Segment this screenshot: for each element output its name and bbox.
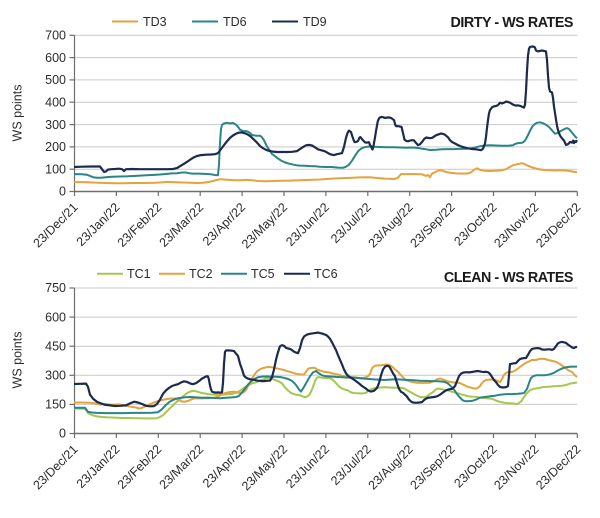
svg-text:23/Dec/22: 23/Dec/22: [533, 200, 583, 250]
svg-text:450: 450: [45, 339, 66, 353]
svg-text:23/Aug/22: 23/Aug/22: [366, 200, 416, 250]
svg-text:23/Jun/22: 23/Jun/22: [283, 200, 332, 249]
svg-text:CLEAN - WS RATES: CLEAN - WS RATES: [444, 270, 573, 286]
svg-text:150: 150: [45, 398, 66, 412]
svg-text:0: 0: [59, 185, 66, 199]
svg-text:23/Feb/22: 23/Feb/22: [115, 200, 165, 250]
svg-text:DIRTY - WS RATES: DIRTY - WS RATES: [450, 15, 573, 31]
svg-text:23/Dec/21: 23/Dec/21: [30, 442, 80, 492]
svg-text:300: 300: [45, 118, 66, 132]
svg-text:600: 600: [45, 310, 66, 324]
svg-text:TD3: TD3: [143, 15, 167, 29]
svg-text:200: 200: [45, 140, 66, 154]
svg-text:WS points: WS points: [11, 332, 25, 389]
svg-text:700: 700: [45, 29, 66, 43]
svg-text:23/Aug/22: 23/Aug/22: [366, 442, 416, 492]
svg-text:TD6: TD6: [223, 15, 247, 29]
svg-text:23/Mar/22: 23/Mar/22: [157, 442, 207, 492]
svg-text:TC1: TC1: [127, 267, 151, 281]
svg-text:23/Sep/22: 23/Sep/22: [408, 442, 458, 492]
svg-text:TC2: TC2: [189, 267, 213, 281]
svg-text:23/May/22: 23/May/22: [239, 200, 290, 251]
svg-text:0: 0: [59, 427, 66, 441]
svg-text:23/Feb/22: 23/Feb/22: [115, 442, 165, 492]
svg-text:600: 600: [45, 51, 66, 65]
svg-text:500: 500: [45, 73, 66, 87]
svg-text:23/Nov/22: 23/Nov/22: [491, 200, 541, 250]
svg-text:TC6: TC6: [314, 267, 338, 281]
svg-text:23/Sep/22: 23/Sep/22: [408, 200, 458, 250]
svg-text:23/Dec/22: 23/Dec/22: [533, 442, 583, 492]
svg-text:23/Nov/22: 23/Nov/22: [491, 442, 541, 492]
svg-text:23/Dec/21: 23/Dec/21: [30, 200, 80, 250]
svg-text:23/Mar/22: 23/Mar/22: [157, 200, 207, 250]
svg-text:WS points: WS points: [11, 85, 25, 142]
svg-text:300: 300: [45, 369, 66, 383]
svg-text:TD9: TD9: [303, 15, 327, 29]
svg-text:100: 100: [45, 162, 66, 176]
svg-text:400: 400: [45, 95, 66, 109]
svg-text:23/Jun/22: 23/Jun/22: [283, 442, 332, 491]
svg-text:TC5: TC5: [251, 267, 275, 281]
svg-text:750: 750: [45, 281, 66, 295]
svg-text:23/May/22: 23/May/22: [239, 442, 290, 493]
